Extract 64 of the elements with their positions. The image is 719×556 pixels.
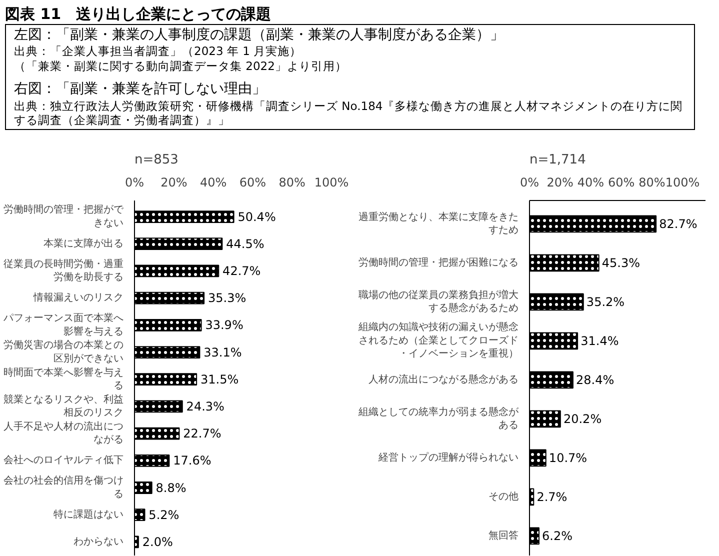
text: n=1,714 bbox=[530, 152, 586, 168]
y-tick-label: 会社の社会的信用を傷つける bbox=[4, 474, 124, 500]
y-tick-label: 従業員の長時間労働・過重労働を助長する bbox=[4, 258, 124, 284]
x-tick-label: 80% bbox=[278, 176, 306, 190]
y-tick-label: 本業に支障が出る bbox=[44, 237, 124, 250]
data-label: 17.6% bbox=[173, 454, 212, 468]
data-label: 35.2% bbox=[586, 294, 625, 309]
data-label: 45.3% bbox=[602, 256, 640, 270]
x-tick-label: 20% bbox=[160, 176, 188, 190]
data-label: 33.9% bbox=[205, 318, 244, 332]
data-label: 5.2% bbox=[148, 508, 180, 522]
data-label: 33.1% bbox=[204, 345, 242, 360]
y-tick-label: 経営トップの理解が得られない bbox=[378, 451, 518, 464]
x-tick-label: 0% bbox=[520, 176, 540, 190]
x-tick-label: 80% bbox=[638, 176, 666, 190]
y-tick-label: 組織内の知識や技術の漏えいが懸念されるため（企業としてクローズド・イノベーションを重視） bbox=[358, 321, 518, 360]
data-label: 22.7% bbox=[183, 426, 222, 441]
text: n=853 bbox=[134, 152, 178, 168]
data-label: 2.7% bbox=[536, 490, 568, 504]
y-tick-label: 特に課題はない bbox=[54, 508, 124, 520]
data-label: 10.7% bbox=[548, 450, 588, 465]
chart-title: 図表 11 送り出し企業にとっての課題 bbox=[5, 5, 272, 24]
y-tick-label: 労働時間の管理・把握が困難になる bbox=[358, 256, 518, 268]
x-tick-label: 20% bbox=[546, 176, 574, 190]
y-tick-label: 労働時間の管理・把握ができない bbox=[4, 204, 124, 229]
data-label: 42.7% bbox=[222, 264, 261, 278]
data-label: 35.3% bbox=[208, 291, 246, 306]
data-label: 50.4% bbox=[238, 210, 276, 224]
data-label: 24.3% bbox=[186, 399, 224, 414]
data-label: 82.7% bbox=[659, 216, 698, 231]
x-tick-label: 60% bbox=[239, 176, 266, 190]
y-tick-label: 会社へのロイヤルティ低下 bbox=[4, 454, 124, 466]
text: （「兼業・副業に関する動向調査データ集 2022」より引用） bbox=[14, 58, 348, 73]
x-tick-label: 100% bbox=[314, 176, 349, 190]
x-tick-label: 40% bbox=[577, 176, 604, 190]
y-tick-label: 過重労働となり、本業に支障をきたすため bbox=[358, 210, 518, 236]
source-note: 出典：「企業人事担当者調査」（2023 年 1 月実施） bbox=[14, 44, 303, 59]
source-note: 出典：独立行政法人労働政策研究・研修機構「調査シリーズ No.184『多様な働き方の進展と人材マネジメントの在り方に関する調査（企業調査・労働者調査）』」 bbox=[14, 98, 684, 128]
y-tick-label: わからない bbox=[74, 536, 124, 548]
data-label: 31.4% bbox=[580, 334, 619, 348]
y-tick-label: 時間面で本業へ影響を与える bbox=[4, 366, 124, 392]
x-tick-label: 100% bbox=[665, 176, 700, 190]
y-tick-label: 労働災害の場合の本業との区別ができない bbox=[4, 339, 124, 364]
data-label: 31.5% bbox=[200, 372, 239, 386]
x-tick-label: 60% bbox=[608, 176, 635, 190]
data-label: 20.2% bbox=[563, 412, 602, 426]
y-tick-label: 人手不足や人材の流出につながる bbox=[4, 420, 124, 446]
y-tick-label: 無回答 bbox=[488, 529, 518, 542]
text: 右図：「副業・兼業を許可しない理由」 bbox=[14, 81, 267, 98]
x-tick-label: 40% bbox=[200, 176, 227, 190]
y-tick-label: その他 bbox=[488, 490, 518, 502]
y-tick-label: 情報漏えいのリスク bbox=[32, 292, 124, 304]
y-tick-label: 競業となるリスクや、利益相反のリスク bbox=[4, 393, 124, 419]
data-label: 44.5% bbox=[226, 236, 264, 251]
x-tick-label: 0% bbox=[124, 176, 144, 190]
data-label: 6.2% bbox=[542, 528, 573, 543]
chart-subtitle: 左図：「副業・兼業の人事制度の課題（副業・兼業の人事制度がある企業）」 bbox=[14, 26, 505, 44]
data-label: 28.4% bbox=[576, 372, 614, 387]
y-tick-label: 人材の流出につながる懸念がある bbox=[368, 373, 518, 386]
y-tick-label: 職場の他の従業員の業務負担が増大する懸念があるため bbox=[358, 288, 518, 314]
data-label: 8.8% bbox=[156, 480, 186, 495]
data-label: 2.0% bbox=[142, 534, 173, 549]
y-tick-label: パフォーマンス面で本業へ影響を与える bbox=[2, 312, 124, 338]
y-tick-label: 組織としての統率力が弱まる懸念がある bbox=[358, 406, 520, 432]
